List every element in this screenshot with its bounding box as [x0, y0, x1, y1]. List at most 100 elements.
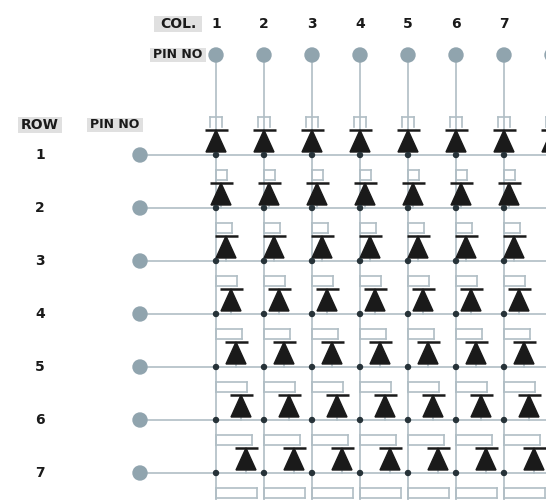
- Circle shape: [406, 418, 411, 422]
- Circle shape: [262, 152, 266, 158]
- Circle shape: [133, 413, 147, 427]
- Circle shape: [133, 466, 147, 480]
- Circle shape: [454, 418, 459, 422]
- Polygon shape: [317, 289, 337, 311]
- Polygon shape: [375, 395, 395, 417]
- Circle shape: [262, 470, 266, 476]
- Polygon shape: [221, 289, 241, 311]
- Polygon shape: [380, 448, 400, 470]
- Circle shape: [358, 258, 363, 264]
- Polygon shape: [274, 342, 294, 364]
- Polygon shape: [456, 236, 476, 258]
- Circle shape: [133, 148, 147, 162]
- Polygon shape: [226, 342, 246, 364]
- Circle shape: [358, 364, 363, 370]
- FancyBboxPatch shape: [18, 117, 62, 133]
- Circle shape: [501, 206, 507, 210]
- Circle shape: [262, 312, 266, 316]
- Circle shape: [501, 312, 507, 316]
- Text: 6: 6: [35, 413, 45, 427]
- Circle shape: [406, 152, 411, 158]
- Circle shape: [406, 312, 411, 316]
- Polygon shape: [269, 289, 289, 311]
- Text: 3: 3: [35, 254, 45, 268]
- Polygon shape: [211, 183, 231, 205]
- Polygon shape: [476, 448, 496, 470]
- Polygon shape: [236, 448, 256, 470]
- Circle shape: [406, 470, 411, 476]
- Circle shape: [310, 206, 314, 210]
- Polygon shape: [254, 130, 274, 152]
- Text: 1: 1: [211, 17, 221, 31]
- Text: 3: 3: [307, 17, 317, 31]
- Circle shape: [358, 470, 363, 476]
- Text: 7: 7: [35, 466, 45, 480]
- Polygon shape: [471, 395, 491, 417]
- Polygon shape: [264, 236, 284, 258]
- Polygon shape: [408, 236, 428, 258]
- FancyBboxPatch shape: [150, 48, 206, 62]
- Polygon shape: [206, 130, 226, 152]
- Circle shape: [406, 364, 411, 370]
- Circle shape: [454, 206, 459, 210]
- Polygon shape: [365, 289, 385, 311]
- Text: 6: 6: [451, 17, 461, 31]
- Circle shape: [262, 364, 266, 370]
- Circle shape: [497, 48, 511, 62]
- FancyBboxPatch shape: [154, 16, 202, 32]
- Circle shape: [213, 312, 218, 316]
- Circle shape: [133, 307, 147, 321]
- Text: 4: 4: [35, 307, 45, 321]
- Polygon shape: [499, 183, 519, 205]
- Circle shape: [305, 48, 319, 62]
- Polygon shape: [418, 342, 438, 364]
- Circle shape: [501, 418, 507, 422]
- Polygon shape: [446, 130, 466, 152]
- Polygon shape: [514, 342, 534, 364]
- Polygon shape: [519, 395, 539, 417]
- Circle shape: [358, 206, 363, 210]
- Polygon shape: [524, 448, 544, 470]
- Polygon shape: [327, 395, 347, 417]
- Circle shape: [310, 312, 314, 316]
- Circle shape: [262, 258, 266, 264]
- Polygon shape: [504, 236, 524, 258]
- Circle shape: [545, 48, 546, 62]
- Circle shape: [454, 312, 459, 316]
- Circle shape: [454, 470, 459, 476]
- Polygon shape: [231, 395, 251, 417]
- Polygon shape: [216, 236, 236, 258]
- Circle shape: [310, 152, 314, 158]
- Polygon shape: [279, 395, 299, 417]
- Circle shape: [213, 206, 218, 210]
- Circle shape: [213, 418, 218, 422]
- Text: 2: 2: [35, 201, 45, 215]
- Polygon shape: [370, 342, 390, 364]
- Polygon shape: [494, 130, 514, 152]
- Text: 5: 5: [35, 360, 45, 374]
- Polygon shape: [423, 395, 443, 417]
- Polygon shape: [307, 183, 327, 205]
- Circle shape: [133, 254, 147, 268]
- Circle shape: [262, 206, 266, 210]
- Text: ROW: ROW: [21, 118, 59, 132]
- Polygon shape: [360, 236, 380, 258]
- Circle shape: [213, 152, 218, 158]
- Circle shape: [358, 418, 363, 422]
- Circle shape: [133, 201, 147, 215]
- Text: PIN NO: PIN NO: [90, 118, 140, 132]
- Polygon shape: [451, 183, 471, 205]
- Circle shape: [449, 48, 463, 62]
- Polygon shape: [542, 130, 546, 152]
- Polygon shape: [350, 130, 370, 152]
- Circle shape: [257, 48, 271, 62]
- Circle shape: [310, 418, 314, 422]
- Polygon shape: [312, 236, 332, 258]
- Text: PIN NO: PIN NO: [153, 48, 203, 62]
- FancyBboxPatch shape: [87, 118, 143, 132]
- Polygon shape: [284, 448, 304, 470]
- Circle shape: [133, 360, 147, 374]
- Polygon shape: [259, 183, 279, 205]
- Text: COL.: COL.: [160, 17, 196, 31]
- Polygon shape: [403, 183, 423, 205]
